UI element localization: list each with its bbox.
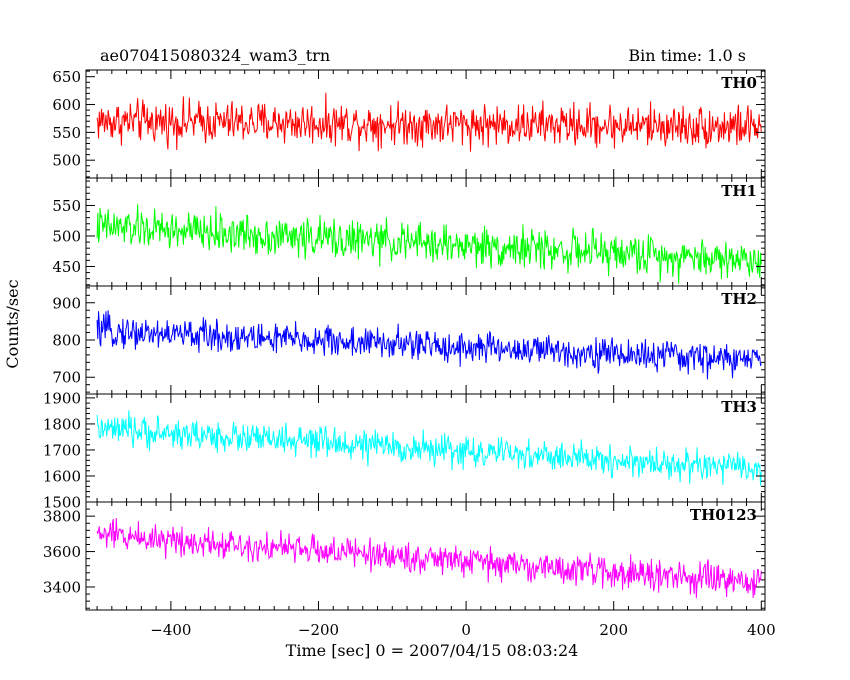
panel-label-th2: TH2 <box>721 290 757 308</box>
y-tick-label: 3800 <box>43 508 81 526</box>
panel-th0123: 3400 3600 3800 TH0123 <box>43 501 766 611</box>
x-tick-label: −200 <box>298 621 339 639</box>
y-tick-label: 1800 <box>43 415 81 433</box>
x-tick-label: 0 <box>461 621 471 639</box>
y-tick-label: 500 <box>52 227 81 245</box>
y-tick-label: 800 <box>52 332 81 350</box>
panel-label-th1: TH1 <box>721 182 757 200</box>
x-tick-label: 200 <box>599 621 628 639</box>
y-tick-label: 700 <box>52 369 81 387</box>
panel-frame <box>85 177 766 287</box>
y-tick-label: 900 <box>52 294 81 312</box>
series-line-th3 <box>96 410 762 486</box>
bin-time-label: Bin time: 1.0 s <box>628 46 746 65</box>
panel-th0: 500 550 600 650 TH0 <box>52 68 766 179</box>
y-tick-label: 550 <box>52 197 81 215</box>
panel-label-th0123: TH0123 <box>690 506 757 524</box>
x-axis-label: Time [sec] 0 = 2007/04/15 08:03:24 <box>286 641 579 660</box>
y-axis-label: Counts/sec <box>3 279 22 368</box>
y-tick-label: 3600 <box>43 543 81 561</box>
y-tick-label: 1900 <box>43 389 81 407</box>
panel-label-th0: TH0 <box>721 74 757 92</box>
y-tick-label: 3400 <box>43 578 81 596</box>
x-tick-label: −400 <box>150 621 191 639</box>
x-tick-label: 400 <box>747 621 776 639</box>
series-line-th0123 <box>96 517 762 599</box>
panel-th3: 1500 1600 1700 1800 1900 TH3 <box>43 389 766 512</box>
panel-frame <box>85 501 766 611</box>
panel-th2: 700 800 900 TH2 <box>52 285 766 395</box>
panel-label-th3: TH3 <box>721 398 757 416</box>
chart-title: ae070415080324_wam3_trn <box>100 46 330 65</box>
panels-group: 500 550 600 650 TH0 450 500 550 TH1 700 800 900 TH2 1… <box>43 68 766 611</box>
y-tick-label: 1700 <box>43 441 81 459</box>
y-tick-label: 550 <box>52 124 81 142</box>
series-line-th2 <box>96 310 762 380</box>
y-tick-label: 650 <box>52 68 81 86</box>
y-tick-label: 1500 <box>43 494 81 512</box>
series-line-th0 <box>96 92 762 152</box>
series-line-th1 <box>96 204 762 284</box>
y-tick-label: 600 <box>52 96 81 114</box>
y-tick-label: 500 <box>52 152 81 170</box>
panel-th1: 450 500 550 TH1 <box>52 177 766 287</box>
y-tick-label: 450 <box>52 258 81 276</box>
x-axis: −400 −200 0 200 400 <box>150 621 775 639</box>
y-tick-label: 1600 <box>43 467 81 485</box>
